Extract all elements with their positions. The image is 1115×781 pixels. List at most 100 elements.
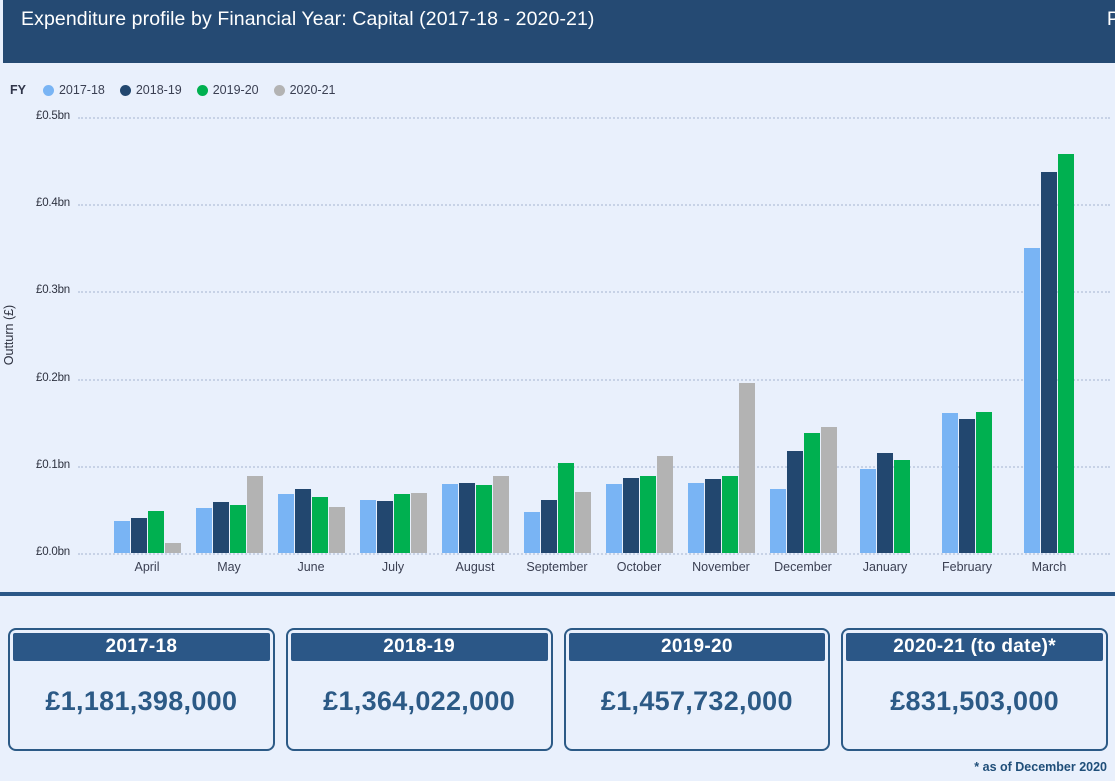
bar-group-april: [106, 117, 188, 553]
footnote: * as of December 2020: [974, 760, 1107, 774]
legend-dot-icon: [119, 84, 131, 96]
legend-item-2019-20[interactable]: 2019-20: [196, 83, 259, 97]
legend-dot-icon: [196, 84, 208, 96]
bar-group-may: [188, 117, 270, 553]
bar-2017-18-january[interactable]: [860, 469, 876, 553]
legend-item-2020-21[interactable]: 2020-21: [273, 83, 335, 97]
gridline: [78, 204, 1110, 207]
bar-2017-18-february[interactable]: [942, 413, 958, 553]
bar-2017-18-november[interactable]: [687, 483, 704, 553]
bar-2020-21-may[interactable]: [246, 476, 263, 553]
bar-2019-20-april[interactable]: [147, 511, 164, 553]
bar-2019-20-july[interactable]: [393, 494, 410, 553]
bar-2018-19-february[interactable]: [959, 419, 975, 553]
bar-group-october: [598, 117, 680, 553]
bar-2020-21-july[interactable]: [410, 493, 427, 553]
gridline: [78, 465, 1110, 468]
bar-group-march: [1008, 117, 1090, 553]
bar-2017-18-april[interactable]: [113, 521, 130, 553]
y-axis-title: Outturn (£): [2, 304, 16, 366]
bar-2020-21-september[interactable]: [574, 492, 591, 553]
bar-2017-18-august[interactable]: [441, 484, 458, 553]
bar-2019-20-september[interactable]: [557, 463, 574, 553]
bar-2018-19-july[interactable]: [376, 501, 393, 553]
bar-2020-21-april[interactable]: [164, 543, 181, 553]
bar-2018-19-september[interactable]: [540, 500, 557, 553]
bar-2017-18-december[interactable]: [769, 489, 786, 553]
y-tick-label: £0.1bn: [36, 458, 70, 471]
bar-2018-19-december[interactable]: [786, 451, 803, 553]
bar-2019-20-may[interactable]: [229, 505, 246, 553]
bar-2017-18-october[interactable]: [605, 484, 622, 553]
legend-item-label: 2017-18: [58, 83, 105, 97]
card-title: 2017-18: [13, 633, 270, 661]
page-title: Expenditure profile by Financial Year: C…: [21, 8, 595, 30]
bar-2020-21-august[interactable]: [492, 476, 509, 553]
bar-2017-18-may[interactable]: [195, 508, 212, 553]
card-value: £1,457,732,000: [600, 686, 793, 716]
bar-group-august: [434, 117, 516, 553]
bar-group-september: [516, 117, 598, 553]
title-bar-partial-text: P: [1106, 8, 1115, 30]
y-tick-label: £0.0bn: [36, 546, 70, 558]
card-title: 2019-20: [568, 633, 826, 661]
legend-dot-icon: [42, 84, 54, 96]
y-tick-label: £0.5bn: [36, 110, 70, 122]
x-axis-label-november: November: [692, 560, 750, 574]
chart-legend: FY 2017-18 2018-19 2019-20 2020-21: [10, 80, 335, 100]
bar-2020-21-october[interactable]: [656, 456, 673, 553]
summary-card-2017-18: 2017-18 £1,181,398,000: [8, 628, 275, 751]
title-bar: Expenditure profile by Financial Year: C…: [3, 0, 1115, 63]
bar-2018-19-march[interactable]: [1041, 172, 1057, 553]
bar-group-january: [844, 117, 926, 553]
section-divider: [0, 592, 1115, 596]
bar-2018-19-january[interactable]: [877, 453, 893, 553]
bar-2017-18-july[interactable]: [359, 500, 376, 553]
bar-2019-20-november[interactable]: [721, 476, 738, 553]
card-value: £1,364,022,000: [323, 686, 516, 716]
card-title: 2020-21 (to date)*: [846, 633, 1103, 661]
y-tick-label: £0.4bn: [36, 197, 70, 210]
legend-item-2018-19[interactable]: 2018-19: [119, 83, 182, 97]
bar-2019-20-august[interactable]: [475, 485, 492, 553]
bar-group-february: [926, 117, 1008, 553]
x-axis-label-september: September: [526, 560, 588, 574]
bar-2018-19-august[interactable]: [458, 483, 475, 553]
gridline: [78, 378, 1110, 381]
bar-2020-21-november[interactable]: [738, 383, 755, 553]
legend-title: FY: [10, 83, 26, 97]
bar-chart: Outturn (£) £0.5bn £0.4bn £0.3bn £0.2bn £0.1…: [0, 100, 1115, 592]
bar-2018-19-november[interactable]: [704, 479, 721, 553]
x-axis-labels: April May June July August September October No…: [106, 560, 1090, 574]
card-value: £1,181,398,000: [45, 686, 238, 716]
legend-dot-icon: [273, 84, 285, 96]
bar-2018-19-october[interactable]: [622, 478, 639, 553]
bar-2020-21-june[interactable]: [328, 507, 345, 553]
bar-2019-20-june[interactable]: [311, 497, 328, 553]
bar-2017-18-september[interactable]: [523, 512, 540, 553]
bar-2019-20-october[interactable]: [639, 476, 656, 553]
bar-2019-20-february[interactable]: [976, 412, 992, 553]
x-axis-label-december: December: [774, 560, 832, 574]
bar-2017-18-june[interactable]: [277, 494, 294, 553]
bars-area: [106, 117, 1090, 553]
x-axis-label-october: October: [616, 560, 662, 574]
x-axis-label-may: May: [217, 560, 241, 574]
bar-2020-21-december[interactable]: [820, 427, 837, 553]
bar-2019-20-december[interactable]: [803, 433, 820, 553]
legend-item-2017-18[interactable]: 2017-18: [42, 83, 105, 97]
summary-card-2020-21: 2020-21 (to date)* £831,503,000: [841, 628, 1108, 751]
x-axis-label-february: February: [941, 560, 993, 574]
x-axis-label-august: August: [455, 560, 495, 574]
bar-2019-20-january[interactable]: [894, 460, 910, 553]
bar-2019-20-march[interactable]: [1058, 154, 1074, 553]
bar-2018-19-april[interactable]: [130, 518, 147, 553]
summary-card-2018-19: 2018-19 £1,364,022,000: [285, 628, 553, 751]
summary-cards: 2017-18 £1,181,398,000 2018-19 £1,364,022,0…: [8, 628, 1108, 751]
bar-2018-19-june[interactable]: [294, 489, 311, 553]
x-axis-label-april: April: [134, 560, 160, 574]
bar-2017-18-march[interactable]: [1024, 248, 1040, 553]
bar-2018-19-may[interactable]: [212, 502, 229, 553]
bar-group-december: [762, 117, 844, 553]
